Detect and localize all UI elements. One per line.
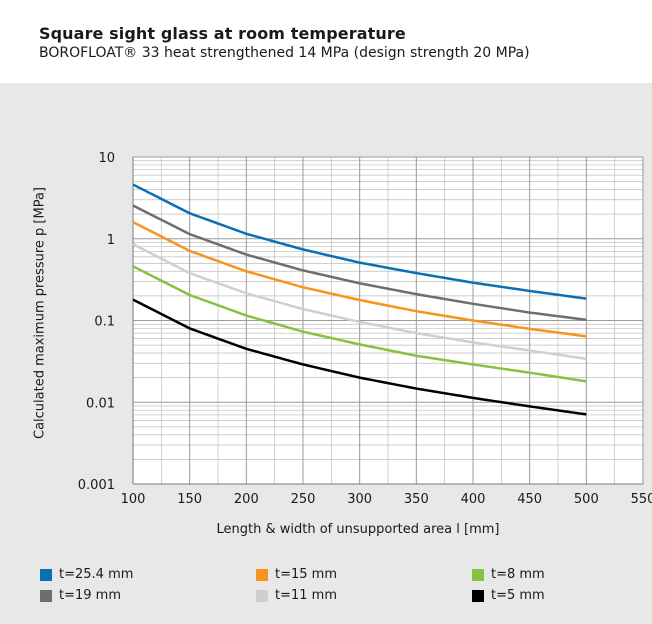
legend-swatch [472, 568, 484, 581]
x-tick-label: 200 [234, 492, 259, 507]
legend-label: t=11 mm [275, 588, 337, 603]
legend-swatch [40, 568, 52, 581]
legend-label: t=5 mm [491, 588, 545, 603]
pressure-chart: 100 150 200 250 300 350 400 450 500 550 10 1 0.1 0.01… [78, 151, 652, 507]
legend-item: t=15 mm [256, 567, 337, 582]
x-tick-label: 100 [121, 492, 146, 507]
series-line [132, 298, 587, 416]
legend-swatch [40, 589, 52, 602]
x-tick-label: 550 [631, 492, 652, 507]
legend-item: t=5 mm [472, 588, 545, 603]
legend-label: t=8 mm [491, 567, 545, 582]
x-tick-label: 400 [461, 492, 486, 507]
legend-swatch [472, 589, 484, 602]
x-tick-label: 450 [517, 492, 542, 507]
series-line [132, 220, 587, 338]
legend-item: t=25.4 mm [40, 567, 133, 582]
x-tick-label: 350 [404, 492, 429, 507]
legend-label: t=15 mm [275, 567, 337, 582]
chart-header: Square sight glass at room temperature B… [0, 0, 652, 78]
series-line [132, 183, 587, 300]
y-tick-label: 10 [98, 151, 115, 166]
x-tick-label: 150 [177, 492, 202, 507]
chart-title: Square sight glass at room temperature [39, 24, 406, 43]
chart-subtitle: BOROFLOAT® 33 heat strengthened 14 MPa (… [39, 45, 530, 61]
legend-label: t=25.4 mm [59, 567, 134, 582]
y-tick-label: 0.01 [86, 396, 115, 411]
y-axis-label-text: Calculated maximum pressure p [MPa] [32, 187, 48, 439]
series-line [132, 204, 587, 322]
legend-label: t=19 mm [59, 588, 121, 603]
legend-swatch [256, 568, 268, 581]
series-line [132, 265, 587, 383]
legend-item: t=8 mm [472, 567, 545, 582]
y-tick-label: 1 [107, 233, 115, 248]
x-tick-label: 300 [347, 492, 372, 507]
legend-item: t=11 mm [256, 588, 337, 603]
y-tick-label: 0.001 [78, 478, 115, 493]
legend-item: t=19 mm [40, 588, 121, 603]
series-line [132, 242, 587, 361]
x-tick-label: 250 [291, 492, 316, 507]
y-tick-label: 0.1 [94, 315, 115, 330]
legend-swatch [256, 589, 268, 602]
x-tick-label: 500 [574, 492, 599, 507]
x-axis-label: Length & width of unsupported area l [mm… [216, 522, 500, 537]
